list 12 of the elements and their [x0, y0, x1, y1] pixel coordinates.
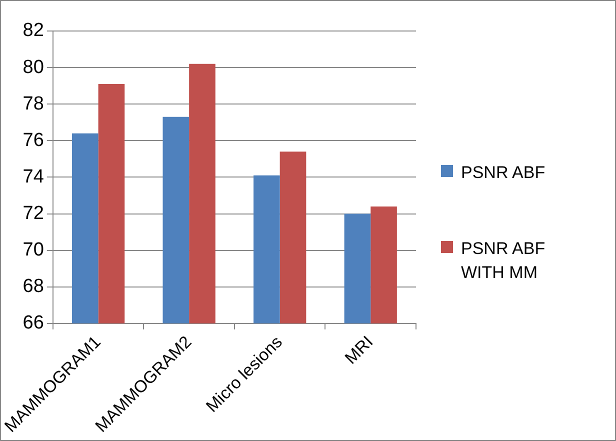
y-tick-label: 74	[22, 166, 44, 188]
x-tick-label: MRI	[341, 332, 377, 368]
y-tick-label: 76	[22, 130, 44, 151]
y-tick-label: 70	[22, 240, 44, 261]
legend-label: PSNR ABF	[461, 162, 546, 184]
y-tick-label: 80	[22, 56, 44, 78]
y-tick-label: 66	[22, 312, 44, 334]
y-tick-label: 82	[22, 20, 44, 42]
y-tick-label: 72	[22, 202, 44, 224]
y-tick-label: 68	[22, 276, 44, 298]
legend-label: PSNR ABF WITH MM	[461, 238, 546, 284]
y-tick-label: 78	[22, 93, 44, 114]
